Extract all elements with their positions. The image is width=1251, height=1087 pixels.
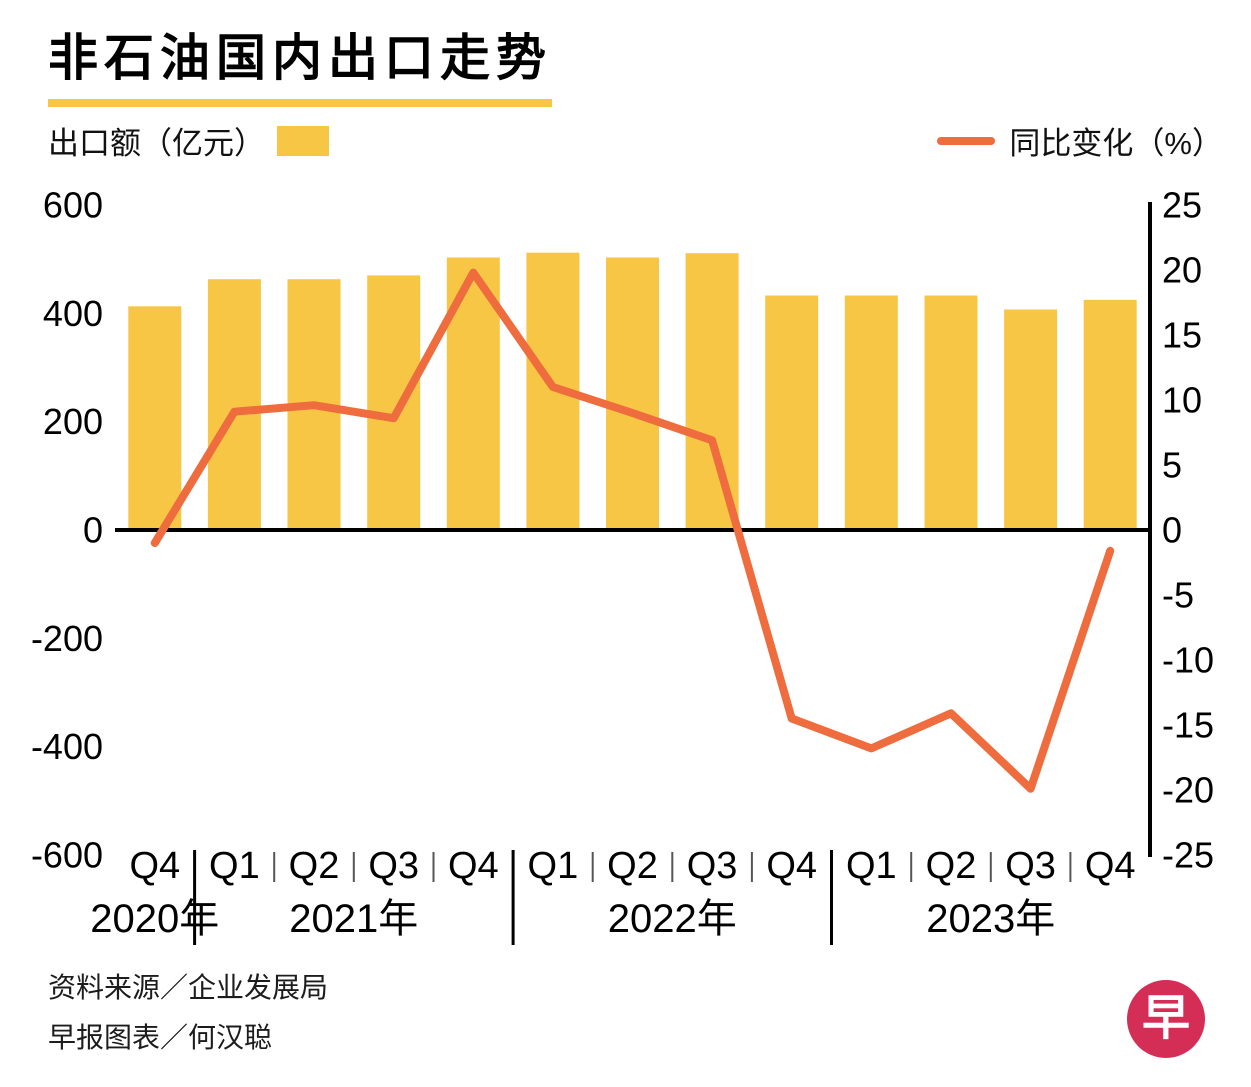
quarter-label: Q1: [209, 845, 260, 887]
right-axis-tick: 20: [1162, 250, 1202, 291]
left-axis-tick: 200: [43, 401, 103, 442]
export-bar: [128, 306, 182, 530]
quarter-label: Q4: [129, 845, 180, 887]
export-bar: [606, 257, 659, 530]
left-axis-tick: -200: [31, 618, 103, 659]
year-label: 2023年: [926, 897, 1055, 941]
quarter-label: Q1: [528, 845, 579, 887]
footer: 资料来源／企业发展局 早报图表／何汉聪: [48, 963, 328, 1064]
quarter-label: Q1: [846, 845, 897, 887]
export-bar: [367, 275, 421, 530]
year-label: 2021年: [289, 897, 418, 941]
chart-title: 非石油国内出口走势: [48, 18, 552, 107]
year-label: 2022年: [608, 897, 737, 941]
quarter-label: Q3: [687, 845, 738, 887]
left-axis-tick: 600: [43, 185, 103, 226]
quarter-label: Q2: [289, 845, 340, 887]
right-axis-tick: -20: [1162, 770, 1214, 811]
legend-exports-label: 出口额（亿元）: [48, 126, 265, 161]
legend-yoy: 同比变化（%）: [937, 118, 1223, 163]
left-axis-tick: 400: [43, 293, 103, 334]
quarter-label: Q4: [766, 845, 817, 887]
quarter-label: Q2: [607, 845, 658, 887]
right-axis-tick: 0: [1162, 510, 1182, 551]
year-label: 2020年: [90, 897, 219, 941]
logo-glyph: 早: [1141, 992, 1190, 1045]
right-axis-tick: 5: [1162, 445, 1182, 486]
yoy-change-line: [150, 268, 1115, 793]
right-axis-tick: -10: [1162, 640, 1214, 681]
legend-yoy-label: 同比变化（%）: [1009, 126, 1223, 161]
export-bar: [1004, 309, 1058, 530]
line-swatch-icon: [937, 136, 996, 145]
quarter-label: Q4: [448, 845, 499, 887]
export-bar: [207, 279, 261, 530]
right-axis-tick: 15: [1162, 315, 1202, 356]
bar-swatch-icon: [277, 125, 329, 156]
export-bar: [765, 295, 819, 530]
export-bar: [1083, 299, 1137, 530]
chart-svg: 600 400 200 0 -200 -400 -600 25 20 15 10 5 0 -5 -10 -15…: [31, 185, 1214, 945]
source-note: 资料来源／企业发展局: [48, 972, 329, 1003]
left-axis-tick: 0: [83, 510, 103, 551]
right-axis-tick: -15: [1162, 705, 1214, 746]
left-axis-tick: -400: [31, 726, 103, 767]
export-bar: [924, 295, 978, 530]
right-axis-tick: 10: [1162, 380, 1202, 421]
right-axis-tick: 25: [1162, 185, 1202, 226]
quarter-label: Q3: [368, 845, 419, 887]
legend: 出口额（亿元） 同比变化（%）: [48, 118, 1223, 163]
export-bar: [844, 295, 898, 530]
quarter-label: Q2: [926, 845, 977, 887]
legend-exports: 出口额（亿元）: [48, 118, 329, 163]
export-bar: [685, 253, 739, 530]
left-axis-tick: -600: [31, 835, 103, 876]
right-axis-tick: -25: [1162, 835, 1214, 876]
quarter-label: Q4: [1085, 845, 1136, 887]
zaobao-logo-icon: 早: [1127, 980, 1205, 1058]
credit-note: 早报图表／何汉聪: [48, 1022, 273, 1054]
quarter-label: Q3: [1005, 845, 1056, 887]
right-axis-tick: -5: [1162, 575, 1194, 616]
